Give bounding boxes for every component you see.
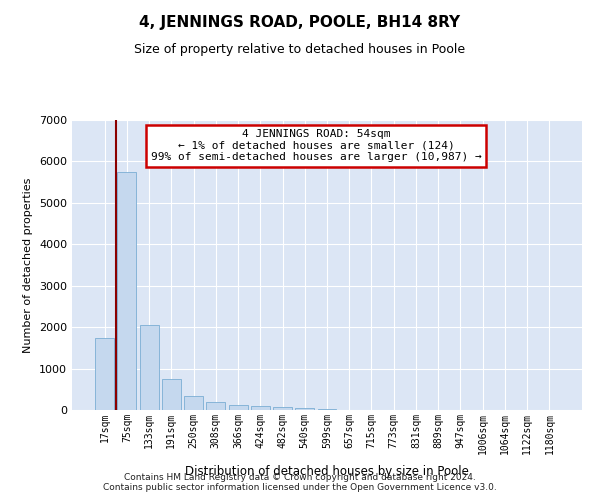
Bar (162, 379, 181, 410)
Bar (95, 338, 114, 410)
Bar (295, 408, 314, 410)
Y-axis label: Number of detached properties: Number of detached properties (23, 178, 34, 352)
Text: 4, JENNINGS ROAD, POOLE, BH14 8RY: 4, JENNINGS ROAD, POOLE, BH14 8RY (139, 15, 461, 30)
Bar (229, 404, 248, 410)
Bar (184, 396, 203, 410)
Bar (140, 325, 158, 410)
Text: 4 JENNINGS ROAD: 54sqm
← 1% of detached houses are smaller (124)
99% of semi-det: 4 JENNINGS ROAD: 54sqm ← 1% of detached … (151, 129, 481, 162)
Text: Contains HM Land Registry data © Crown copyright and database right 2024.
Contai: Contains HM Land Registry data © Crown c… (103, 473, 497, 492)
Bar (317, 409, 337, 410)
Text: Size of property relative to detached houses in Poole: Size of property relative to detached ho… (134, 42, 466, 56)
Bar (206, 402, 225, 410)
Bar (251, 406, 270, 410)
X-axis label: Distribution of detached houses by size in Poole: Distribution of detached houses by size … (185, 465, 469, 478)
Bar (118, 172, 136, 410)
Bar (273, 407, 292, 410)
